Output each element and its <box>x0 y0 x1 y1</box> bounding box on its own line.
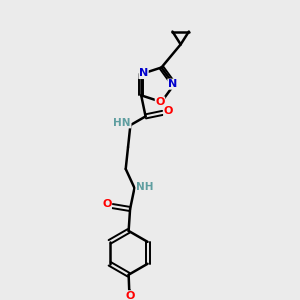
Text: O: O <box>125 291 134 300</box>
Text: O: O <box>155 97 165 107</box>
Text: HN: HN <box>113 118 131 128</box>
Text: N: N <box>168 79 177 89</box>
Text: O: O <box>164 106 173 116</box>
Text: N: N <box>139 68 148 79</box>
Text: NH: NH <box>136 182 153 191</box>
Text: O: O <box>102 199 111 209</box>
